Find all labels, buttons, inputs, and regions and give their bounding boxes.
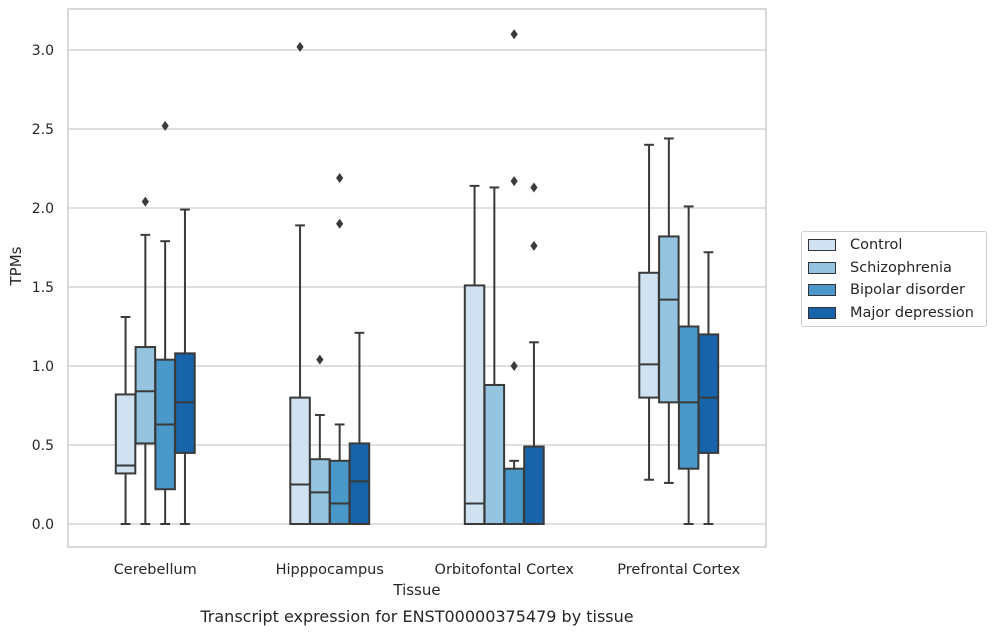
- box-control: [289, 396, 311, 526]
- legend-item: Bipolar disorder: [808, 280, 965, 300]
- outlier-point: [510, 361, 518, 371]
- outlier-point: [296, 41, 304, 52]
- outlier-point: [336, 172, 344, 183]
- x-tick-label: Cerebellum: [114, 562, 197, 578]
- legend-item: Control: [808, 235, 902, 255]
- box-major-depression: [697, 333, 720, 454]
- legend-swatch: [808, 306, 836, 319]
- plot-boxes: [114, 29, 720, 526]
- box-control: [638, 271, 660, 399]
- y-tick-labels: 0.0 0.5 1.0 1.5 2.0 2.5 3.0: [32, 43, 54, 533]
- outlier-point: [141, 196, 149, 207]
- legend-label: Bipolar disorder: [850, 282, 965, 298]
- outlier-point: [510, 176, 518, 187]
- legend-swatch: [808, 239, 836, 251]
- x-tick-label: Hipppocampus: [276, 562, 384, 578]
- box-schizophrenia: [134, 346, 157, 445]
- y-tick-label: 3.0: [32, 43, 54, 59]
- outlier-point: [530, 182, 538, 193]
- legend-label: Control: [850, 237, 903, 253]
- y-tick-label: 0.0: [32, 517, 54, 533]
- y-tick-label: 1.5: [32, 280, 54, 296]
- legend-label: Schizophrenia: [850, 259, 952, 276]
- outlier-point: [336, 218, 344, 229]
- legend-swatch: [808, 261, 836, 274]
- x-tick-label: Prefrontal Cortex: [617, 562, 740, 578]
- box-schizophrenia: [483, 383, 506, 525]
- y-tick-label: 2.0: [32, 201, 54, 217]
- box-bipolar-disorder: [503, 467, 525, 526]
- chart-caption: Transcript expression for ENST0000037547…: [199, 607, 633, 626]
- box-control: [114, 393, 137, 475]
- y-axis-label: TPMs: [7, 246, 25, 286]
- box-major-depression: [523, 445, 545, 525]
- outlier-point: [510, 29, 518, 40]
- legend: Control Schizophrenia Bipolar disorder Majo…: [801, 231, 987, 327]
- outlier-point: [316, 354, 324, 365]
- y-tick-label: 1.0: [32, 359, 54, 375]
- outlier-point: [161, 120, 169, 131]
- box-schizophrenia: [658, 235, 680, 404]
- x-axis-label: Tissue: [392, 581, 440, 599]
- legend-item: Major depression: [808, 303, 974, 323]
- y-tick-label: 2.5: [32, 122, 54, 138]
- legend-item: Schizophrenia: [808, 258, 952, 278]
- legend-swatch: [808, 284, 836, 296]
- y-tick-label: 0.5: [32, 438, 54, 454]
- legend-label: Major depression: [850, 304, 974, 321]
- outlier-point: [530, 240, 538, 251]
- x-tick-label: Orbitofontal Cortex: [435, 562, 575, 578]
- box-major-depression: [348, 442, 371, 526]
- plot-frame: [67, 8, 767, 548]
- box-bipolar-disorder: [328, 459, 351, 525]
- box-bipolar-disorder: [677, 325, 700, 470]
- x-tick-labels: Cerebellum Hipppocampus Orbitofontal Corte…: [114, 562, 741, 578]
- box-control: [463, 284, 486, 526]
